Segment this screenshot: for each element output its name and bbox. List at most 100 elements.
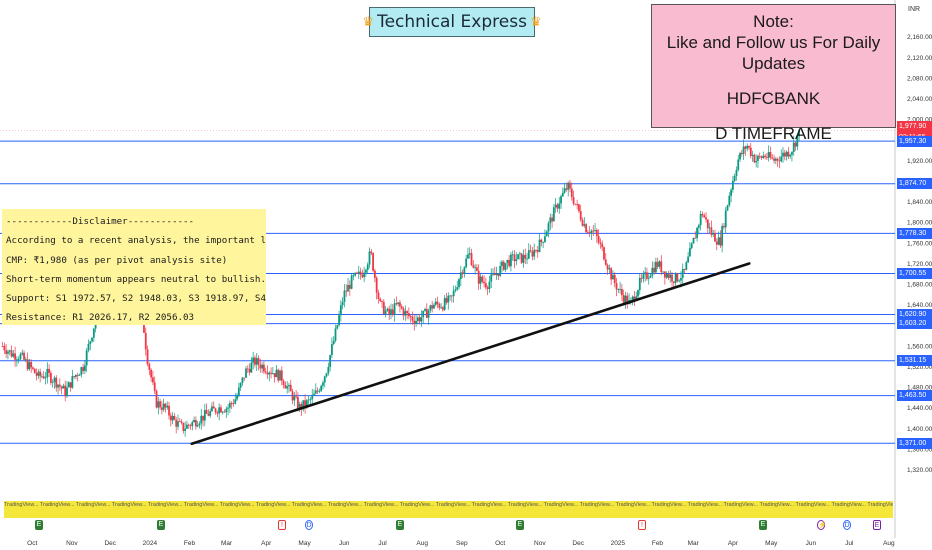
candle-body	[758, 155, 761, 157]
earnings-icon[interactable]: E	[157, 520, 165, 530]
candle-body	[626, 295, 629, 304]
candle-body	[153, 382, 156, 391]
candle-body	[261, 364, 264, 369]
candle-body	[783, 152, 786, 157]
y-tick-label: 2,040.00	[907, 96, 932, 103]
candle-body	[515, 259, 518, 262]
candle-body	[753, 154, 756, 163]
event-flag-icon[interactable]: !	[278, 520, 286, 530]
earnings-icon[interactable]: E	[35, 520, 43, 530]
candle-body	[42, 376, 45, 379]
candle-body	[10, 350, 13, 357]
candle-body	[610, 268, 613, 280]
x-tick-label: 2025	[611, 540, 626, 547]
price-tag: 1,700.55	[897, 267, 932, 279]
candle-body	[53, 377, 56, 383]
candle-body	[212, 406, 215, 409]
split-icon[interactable]: ⚡	[817, 520, 827, 530]
price-tag: 1,874.70	[897, 178, 932, 190]
candle-body	[441, 307, 444, 310]
candle-body	[268, 372, 271, 375]
candle-body	[662, 271, 664, 273]
candle-body	[712, 232, 715, 235]
y-tick-label: 2,120.00	[907, 55, 932, 62]
candle-body	[322, 382, 324, 386]
event-icon[interactable]: E	[873, 520, 881, 530]
candle-body	[309, 399, 312, 401]
candle-body	[588, 232, 591, 234]
candle-body	[592, 230, 595, 232]
candle-body	[295, 396, 298, 398]
earnings-icon[interactable]: E	[516, 520, 524, 530]
candle-body	[454, 289, 457, 291]
candle-body	[776, 158, 779, 161]
candle-body	[468, 253, 471, 255]
candle-body	[488, 281, 491, 289]
y-tick-label: 1,840.00	[907, 199, 932, 206]
candle-body	[780, 156, 783, 162]
candle-body	[697, 225, 700, 228]
candle-body	[484, 283, 487, 288]
candle-body	[481, 276, 484, 282]
candle-body	[254, 357, 256, 365]
candle-body	[604, 259, 607, 265]
earnings-icon[interactable]: E	[396, 520, 404, 530]
event-flag-icon[interactable]: !	[638, 520, 646, 530]
dividend-icon[interactable]: D	[305, 520, 313, 530]
candle-body	[459, 272, 462, 280]
candle-body	[708, 227, 711, 229]
candle-body	[535, 249, 537, 251]
candle-body	[311, 395, 314, 400]
x-tick-label: Jul	[378, 540, 387, 547]
candle-body	[458, 279, 460, 288]
candle-body	[540, 239, 543, 243]
candle-body	[49, 372, 52, 383]
y-tick-label: 1,360.00	[907, 446, 932, 453]
candle-body	[313, 393, 315, 396]
candle-body	[796, 136, 799, 147]
candle-body	[774, 158, 777, 161]
candle-body	[445, 298, 448, 303]
candle-body	[298, 404, 301, 410]
candle-body	[782, 152, 784, 157]
dividend-icon[interactable]: D	[843, 520, 851, 530]
candle-body	[549, 217, 552, 224]
candle-body	[409, 316, 412, 318]
candle-body	[352, 275, 355, 277]
candle-body	[731, 180, 734, 190]
candle-body	[148, 364, 151, 370]
candle-body	[690, 243, 693, 249]
candle-body	[617, 289, 620, 291]
candle-body	[250, 362, 253, 373]
candle-body	[794, 142, 797, 147]
candle-body	[531, 251, 534, 257]
candle-body	[671, 274, 673, 282]
x-tick-label: Aug	[883, 540, 895, 547]
candle-body	[615, 283, 618, 290]
candle-body	[672, 281, 675, 283]
earnings-icon[interactable]: E	[759, 520, 767, 530]
candle-body	[150, 369, 153, 378]
candle-body	[209, 411, 212, 416]
candle-body	[304, 400, 306, 407]
candle-body	[194, 420, 197, 427]
x-tick-label: Apr	[728, 540, 739, 547]
candle-body	[527, 250, 530, 259]
candle-body	[55, 377, 58, 388]
x-tick-label: Nov	[66, 540, 78, 547]
chart-title: Technical Express	[377, 12, 527, 32]
candle-body	[350, 275, 353, 289]
candle-body	[28, 362, 31, 370]
candle-body	[606, 264, 609, 270]
candle-body	[334, 328, 337, 341]
y-tick-label: 1,520.00	[907, 364, 932, 371]
candle-body	[266, 372, 269, 375]
candle-body	[343, 290, 346, 302]
candle-body	[492, 273, 494, 275]
candle-body	[391, 309, 394, 315]
candle-body	[41, 376, 43, 378]
candle-body	[30, 362, 33, 368]
candle-body	[169, 415, 172, 421]
candle-body	[764, 155, 766, 157]
candle-body	[289, 384, 292, 392]
